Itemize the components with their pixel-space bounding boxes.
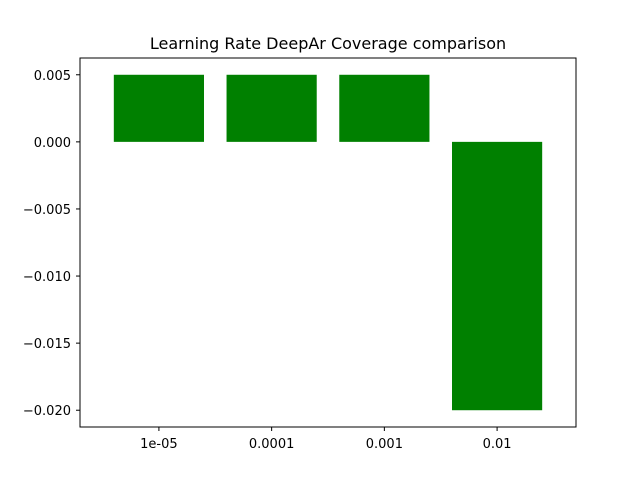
x-axis: 1e-05 0.0001 0.001 0.01 [140,427,512,452]
bar-0.001 [339,74,430,142]
plot-frame [79,57,577,428]
y-axis: 0.005 0.000 −0.005 −0.010 −0.015 −0.020 [23,69,80,419]
chart-title: Learning Rate DeepAr Coverage comparison [150,34,506,53]
y-tick-label: 0.000 [34,136,71,151]
x-tick-label: 1e-05 [140,437,178,452]
x-tick-label: 0.001 [366,437,403,452]
y-tick-label: −0.015 [23,337,71,352]
y-tick-label: −0.010 [23,270,71,285]
bar-0.0001 [226,74,317,142]
bar-1e-05 [113,74,204,142]
y-tick-label: −0.020 [23,404,71,419]
x-tick-label: 0.0001 [249,437,295,452]
y-tick-label: 0.005 [34,69,71,84]
y-tick-label: −0.005 [23,203,71,218]
bar-0.01 [452,141,543,411]
bars-group [113,74,543,411]
x-tick-label: 0.01 [483,437,512,452]
